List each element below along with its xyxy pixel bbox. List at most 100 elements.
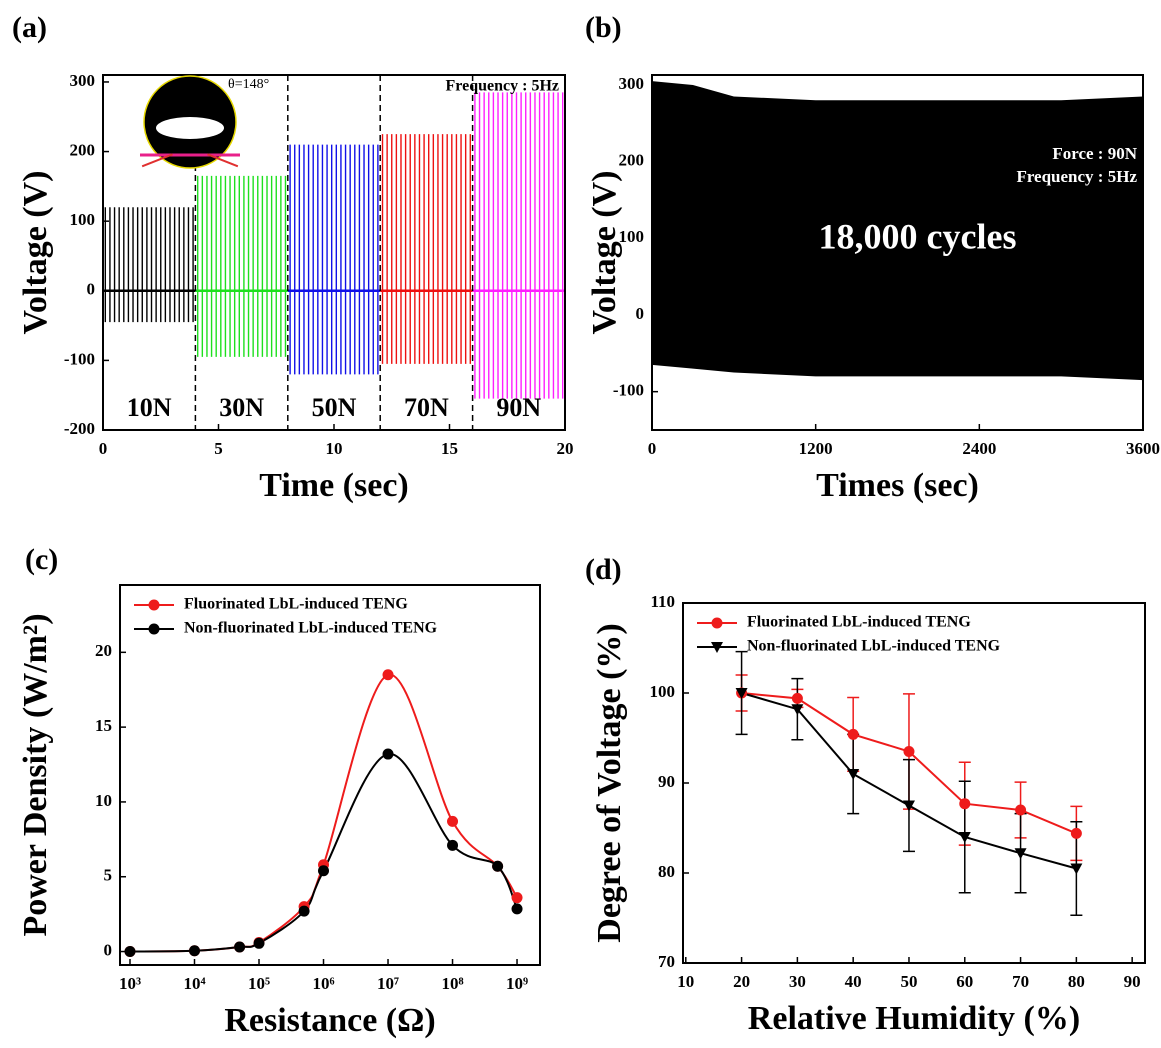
signal [103, 92, 565, 399]
y-tick-label: -200 [64, 419, 95, 438]
x-tick-label: 3600 [1126, 439, 1160, 458]
marker [318, 865, 330, 877]
panel-label: (d) [585, 553, 622, 586]
x-tick-label: 20 [733, 972, 750, 991]
y-axis-label: Voltage (V) [17, 171, 54, 335]
y-tick-label: 90 [658, 772, 675, 791]
marker [902, 800, 915, 812]
segment-label: 90N [496, 393, 541, 422]
marker [234, 941, 246, 953]
x-tick-label: 10 [326, 439, 343, 458]
marker [1014, 848, 1027, 860]
marker [447, 839, 459, 851]
y-tick-label: 300 [70, 71, 96, 90]
series-line [129, 673, 518, 953]
contact-angle-inset [140, 75, 240, 169]
x-tick-label: 10⁹ [506, 974, 528, 993]
plot-frame [682, 602, 1146, 964]
legend-label: Fluorinated LbL-induced TENG [747, 614, 971, 631]
marker [511, 892, 523, 904]
marker [492, 860, 504, 872]
marker [188, 945, 200, 957]
y-tick-label: 110 [650, 592, 675, 611]
marker [1015, 804, 1027, 816]
x-tick-label: 10⁶ [312, 974, 334, 993]
y-axis-label: Degree of Voltage (%) [591, 623, 628, 942]
y-tick-label: 100 [70, 210, 96, 229]
panel-label: (b) [585, 11, 622, 44]
plot-frame [651, 74, 1144, 431]
panel-label: (a) [12, 11, 47, 44]
marker [1070, 827, 1082, 839]
y-tick-label: -100 [613, 381, 644, 400]
x-tick-label: 10⁴ [183, 974, 205, 993]
y-axis-label: Voltage (V) [586, 171, 623, 335]
x-axis-label: Resistance (Ω) [224, 1002, 435, 1039]
panel: (a)Time (sec)Voltage (V)-200-10001002003… [12, 11, 574, 504]
x-tick-label: 10⁸ [441, 974, 463, 993]
legend-label: Non-fluorinated LbL-induced TENG [747, 638, 1001, 655]
x-tick-label: 10⁵ [248, 974, 270, 993]
x-tick-label: 50 [900, 972, 917, 991]
marker [959, 798, 971, 810]
x-axis-label: Relative Humidity (%) [748, 1000, 1080, 1037]
legend-marker [711, 642, 723, 653]
panel-label: (c) [25, 543, 58, 576]
y-tick-label: 100 [650, 682, 676, 701]
annotation: 18,000 cycles [819, 216, 1017, 256]
x-tick-label: 0 [99, 439, 108, 458]
segment-label: 70N [404, 393, 449, 422]
marker [958, 832, 971, 843]
y-tick-label: 80 [658, 862, 675, 881]
annotation: Frequency : 5Hz [446, 78, 559, 95]
x-tick-label: 80 [1068, 972, 1085, 991]
y-tick-label: 20 [95, 641, 112, 660]
x-axis-label: Time (sec) [259, 467, 408, 504]
x-tick-label: 70 [1012, 972, 1029, 991]
y-tick-label: 300 [619, 74, 645, 93]
marker [847, 769, 860, 780]
y-tick-label: 70 [658, 952, 675, 971]
segment-label: 30N [219, 393, 264, 422]
x-tick-label: 90 [1124, 972, 1141, 991]
legend-marker [148, 623, 160, 635]
y-tick-label: -100 [64, 349, 95, 368]
y-tick-label: 200 [619, 151, 645, 170]
y-tick-label: 10 [95, 791, 112, 810]
x-tick-label: 30 [789, 972, 806, 991]
x-tick-label: 60 [956, 972, 973, 991]
plot-frame [102, 74, 566, 431]
marker [903, 746, 915, 757]
marker [791, 692, 803, 704]
y-tick-label: 0 [87, 280, 96, 299]
droplet-highlight [156, 117, 224, 139]
panel: (d) Relative Humidity (%) Degree of Voltag… [585, 553, 1146, 1037]
tangent [141, 153, 173, 168]
plot-frame [119, 584, 541, 966]
x-tick-label: 5 [214, 439, 223, 458]
inset-label: θ=148° [228, 77, 269, 92]
segment-label: 50N [312, 393, 357, 422]
legend-marker [711, 617, 723, 629]
x-tick-label: 2400 [962, 439, 996, 458]
legend-label: Fluorinated LbL-induced TENG [184, 596, 408, 613]
marker [847, 728, 859, 740]
y-tick-label: 15 [95, 716, 112, 735]
y-tick-label: 5 [104, 866, 113, 885]
y-tick-label: 0 [104, 940, 113, 959]
signal-band [652, 81, 1143, 381]
x-tick-label: 0 [648, 439, 657, 458]
marker [253, 937, 265, 949]
x-tick-label: 1200 [799, 439, 833, 458]
y-axis-label: Power Density (W/m²) [17, 613, 54, 936]
marker [382, 669, 394, 681]
legend-label: Non-fluorinated LbL-induced TENG [184, 620, 438, 637]
y-tick-label: 200 [70, 140, 96, 159]
panel: (b) Times (sec) Voltage (V) -100 0 100 200 300 0… [585, 11, 1160, 504]
x-tick-label: 20 [557, 439, 574, 458]
x-axis-label: Times (sec) [816, 467, 979, 504]
series-line [129, 753, 518, 953]
marker [511, 903, 523, 915]
panel: (c) Resistance (Ω) Power Density (W/m²) 0 5 1… [17, 543, 541, 1039]
